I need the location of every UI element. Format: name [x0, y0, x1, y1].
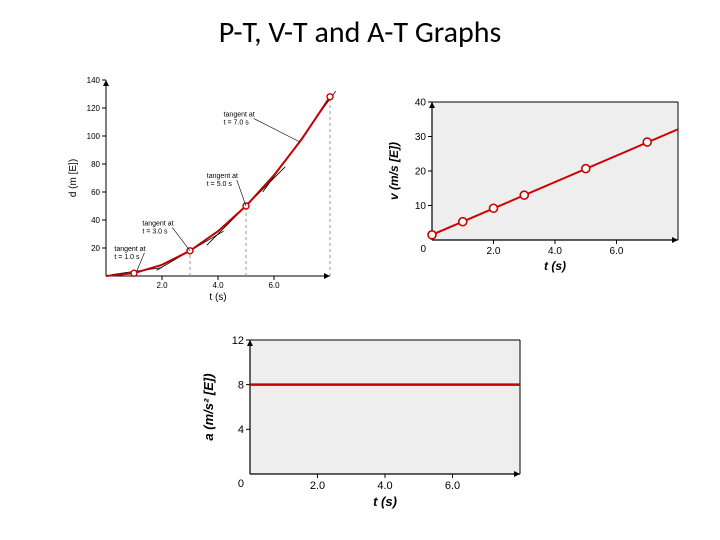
svg-text:t (s): t (s) [373, 494, 397, 509]
svg-text:tangent at: tangent at [207, 173, 238, 180]
svg-text:t = 3.0 s: t = 3.0 s [142, 229, 168, 236]
svg-text:4: 4 [238, 424, 244, 436]
svg-text:t (s): t (s) [209, 292, 226, 303]
svg-text:2.0: 2.0 [156, 281, 168, 290]
svg-text:t = 1.0 s: t = 1.0 s [114, 254, 140, 261]
svg-text:4.0: 4.0 [212, 281, 224, 290]
svg-text:v (m/s [E]): v (m/s [E]) [387, 142, 401, 200]
svg-text:12: 12 [232, 335, 244, 347]
svg-text:a (m/s² [E]): a (m/s² [E]) [201, 373, 216, 440]
svg-text:20: 20 [91, 244, 100, 253]
svg-text:2.0: 2.0 [310, 480, 325, 492]
svg-text:10: 10 [415, 201, 427, 212]
svg-text:60: 60 [91, 188, 100, 197]
svg-text:t (s): t (s) [544, 259, 566, 273]
svg-text:t = 5.0 s: t = 5.0 s [207, 181, 233, 188]
svg-text:20: 20 [415, 167, 427, 178]
svg-text:6.0: 6.0 [268, 281, 280, 290]
svg-text:tangent at: tangent at [224, 111, 255, 118]
vt-chart: 2.0 4.0 6.0 10 20 30 40 0 t (s) v (m/s [E]) [386, 94, 686, 274]
svg-text:6.0: 6.0 [445, 480, 460, 492]
svg-text:0: 0 [420, 244, 426, 255]
svg-text:40: 40 [415, 98, 427, 109]
svg-text:140: 140 [87, 76, 101, 85]
svg-text:4.0: 4.0 [548, 246, 562, 257]
svg-text:4.0: 4.0 [377, 480, 392, 492]
svg-text:30: 30 [415, 132, 427, 143]
svg-text:0: 0 [238, 478, 244, 490]
pt-chart: 2.0 4.0 6.0 20 40 60 80 100 120 140 t (s) d (m [E])… [66, 74, 336, 304]
svg-text:2.0: 2.0 [487, 246, 501, 257]
at-chart: 2.0 4.0 6.0 4 8 12 0 t (s) a (m/s² [E]) [200, 330, 530, 510]
svg-text:6.0: 6.0 [610, 246, 624, 257]
svg-text:t = 7.0 s: t = 7.0 s [224, 119, 250, 126]
slide-title: P-T, V-T and A-T Graphs [0, 14, 720, 51]
svg-text:d (m [E]): d (m [E]) [68, 159, 79, 197]
svg-text:8: 8 [238, 380, 244, 392]
svg-text:120: 120 [87, 104, 101, 113]
svg-text:80: 80 [91, 160, 100, 169]
svg-text:100: 100 [87, 132, 101, 141]
svg-text:tangent at: tangent at [114, 246, 145, 253]
svg-text:40: 40 [91, 216, 100, 225]
svg-text:tangent at: tangent at [142, 221, 173, 228]
